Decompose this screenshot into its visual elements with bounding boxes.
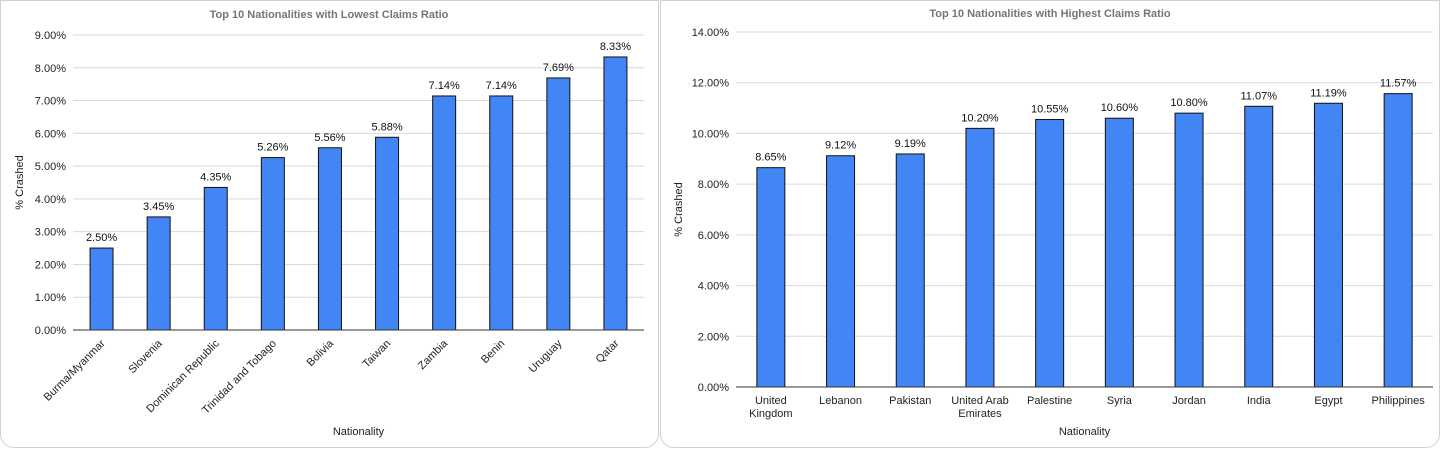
x-tick-label: Taiwan bbox=[360, 338, 393, 371]
x-tick-label: Jordan bbox=[1172, 395, 1206, 407]
x-tick-label: Bolivia bbox=[305, 337, 337, 369]
y-tick-label: 3.00% bbox=[35, 227, 66, 239]
bar bbox=[546, 77, 571, 331]
x-tick-label: Benin bbox=[479, 338, 507, 366]
y-tick-label: 8.00% bbox=[698, 179, 729, 191]
data-label: 5.56% bbox=[314, 132, 345, 144]
bar bbox=[1383, 93, 1413, 388]
data-label: 2.50% bbox=[86, 232, 117, 244]
y-tick-label: 14.00% bbox=[692, 27, 730, 39]
data-label: 9.19% bbox=[895, 138, 926, 150]
x-tick-label: India bbox=[1247, 395, 1272, 407]
data-label: 7.14% bbox=[429, 80, 460, 92]
x-tick-label: Qatar bbox=[594, 337, 622, 365]
y-tick-label: 4.00% bbox=[35, 194, 66, 206]
bar bbox=[317, 147, 342, 331]
bar bbox=[1244, 105, 1274, 388]
x-axis-title: Nationality bbox=[1059, 426, 1111, 438]
bar bbox=[1174, 112, 1204, 388]
x-tick-label: Palestine bbox=[1027, 395, 1072, 407]
x-tick-label: Syria bbox=[1107, 395, 1133, 407]
x-tick-label: Burma/Myanmar bbox=[42, 337, 108, 403]
y-tick-label: 2.00% bbox=[35, 259, 66, 271]
data-label: 7.14% bbox=[486, 80, 517, 92]
y-tick-label: 8.00% bbox=[35, 63, 66, 75]
bar bbox=[260, 157, 285, 331]
chart-title: Top 10 Nationalities with Lowest Claims … bbox=[210, 9, 449, 21]
bar bbox=[89, 247, 114, 331]
x-tick-label: Philippines bbox=[1372, 395, 1426, 407]
bar bbox=[203, 186, 228, 331]
x-tick-label: Uruguay bbox=[527, 337, 565, 375]
y-tick-label: 6.00% bbox=[698, 230, 729, 242]
bar bbox=[965, 127, 995, 388]
y-tick-label: 1.00% bbox=[35, 292, 66, 304]
bar bbox=[375, 136, 400, 331]
bar bbox=[146, 216, 171, 331]
y-tick-label: 4.00% bbox=[698, 281, 729, 293]
data-label: 11.57% bbox=[1380, 78, 1417, 90]
data-label: 5.88% bbox=[371, 121, 402, 133]
x-axis-title: Nationality bbox=[333, 426, 385, 438]
y-tick-label: 7.00% bbox=[35, 96, 66, 108]
chart-panel-highest: Top 10 Nationalities with Highest Claims… bbox=[660, 0, 1440, 448]
y-axis-title: % Crashed bbox=[14, 155, 26, 209]
chart-lowest-claims-ratio: Top 10 Nationalities with Lowest Claims … bbox=[14, 9, 644, 438]
bar bbox=[1035, 118, 1065, 388]
chart-title: Top 10 Nationalities with Highest Claims… bbox=[929, 8, 1171, 20]
y-tick-label: 0.00% bbox=[698, 382, 729, 394]
data-label: 9.12% bbox=[825, 140, 856, 152]
data-label: 8.33% bbox=[600, 41, 631, 53]
bar bbox=[756, 167, 786, 388]
x-tick-label: Zambia bbox=[416, 337, 451, 372]
x-tick-label: Egypt bbox=[1314, 395, 1342, 407]
y-tick-label: 9.00% bbox=[35, 30, 66, 42]
data-label: 10.60% bbox=[1101, 102, 1139, 114]
data-label: 10.55% bbox=[1031, 103, 1069, 115]
data-label: 3.45% bbox=[143, 201, 174, 213]
y-tick-label: 0.00% bbox=[35, 325, 66, 337]
data-label: 8.65% bbox=[755, 152, 786, 164]
x-tick-label: Lebanon bbox=[819, 395, 862, 407]
bar bbox=[1104, 117, 1134, 388]
x-tick-label: Pakistan bbox=[889, 395, 931, 407]
data-label: 5.26% bbox=[257, 142, 288, 154]
bar bbox=[489, 95, 514, 331]
data-label: 11.07% bbox=[1241, 90, 1278, 102]
bar bbox=[432, 95, 457, 331]
bar bbox=[895, 153, 925, 388]
y-tick-label: 10.00% bbox=[692, 128, 730, 140]
y-tick-label: 2.00% bbox=[698, 331, 729, 343]
x-tick-label: United Arab Emirates bbox=[951, 395, 1008, 420]
data-label: 10.20% bbox=[961, 112, 999, 124]
chart-panel-lowest: Top 10 Nationalities with Lowest Claims … bbox=[0, 0, 659, 448]
y-tick-label: 12.00% bbox=[692, 78, 730, 90]
data-label: 4.35% bbox=[200, 171, 231, 183]
y-tick-label: 5.00% bbox=[35, 161, 66, 173]
bar bbox=[826, 155, 856, 388]
x-tick-label: United Kingdom bbox=[749, 395, 792, 420]
data-label: 10.80% bbox=[1170, 97, 1208, 109]
y-tick-label: 6.00% bbox=[35, 128, 66, 140]
bar bbox=[603, 56, 628, 331]
data-label: 7.69% bbox=[543, 62, 574, 74]
y-axis-title: % Crashed bbox=[673, 182, 685, 236]
x-tick-label: Slovenia bbox=[126, 337, 165, 376]
chart-highest-claims-ratio: Top 10 Nationalities with Highest Claims… bbox=[673, 8, 1433, 438]
bar bbox=[1313, 102, 1343, 388]
data-label: 11.19% bbox=[1310, 87, 1347, 99]
